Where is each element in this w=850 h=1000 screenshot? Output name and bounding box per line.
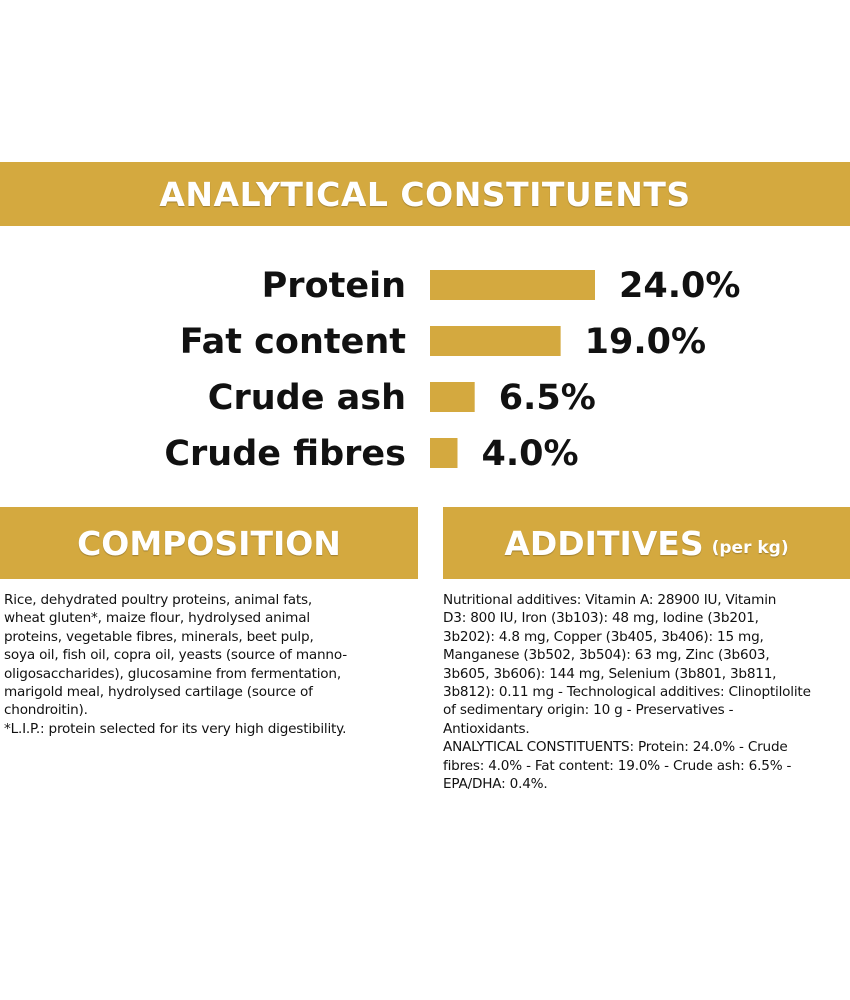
bar — [430, 382, 475, 412]
composition-banner: COMPOSITION — [0, 507, 418, 579]
composition-title: COMPOSITION — [77, 523, 341, 563]
composition-text: Rice, dehydrated poultry proteins, anima… — [4, 591, 414, 738]
composition-line: wheat gluten*, maize flour, hydrolysed a… — [4, 610, 310, 627]
category-label: Protein — [262, 266, 406, 306]
additives-line: EPA/DHA: 0.4%. — [443, 776, 548, 793]
additives-banner: ADDITIVES (per kg) — [443, 507, 850, 579]
value-label: 24.0% — [619, 266, 740, 306]
composition-line: proteins, vegetable fibres, minerals, be… — [4, 628, 314, 645]
composition-line: oligosaccharides), glucosamine from ferm… — [4, 665, 341, 682]
category-label: Fat content — [180, 322, 406, 362]
additives-line: of sedimentary origin: 10 g - Preservati… — [443, 702, 734, 719]
additives-line: fibres: 4.0% - Fat content: 19.0% - Crud… — [443, 757, 792, 774]
additives-line: Manganese (3b502, 3b504): 63 mg, Zinc (3… — [443, 647, 770, 664]
bar — [430, 326, 561, 356]
composition-line: chondroitin). — [4, 702, 88, 719]
bar — [430, 270, 595, 300]
analytical-constituents-chart: Protein 24.0% Fat content 19.0% Crude ash 6.5… — [164, 266, 740, 474]
composition-line: soya oil, fish oil, copra oil, yeasts (s… — [4, 647, 347, 664]
bar — [430, 438, 458, 468]
analytical-constituents-banner: ANALYTICAL CONSTITUENTS — [0, 162, 850, 226]
composition-line: *L.I.P.: protein selected for its very h… — [4, 720, 347, 737]
additives-line: 3b812): 0.11 mg - Technological additive… — [443, 684, 811, 701]
category-label: Crude fibres — [164, 434, 406, 474]
category-label: Crude ash — [208, 378, 406, 418]
additives-line: Antioxidants. — [443, 720, 530, 737]
additives-text: Nutritional additives: Vitamin A: 28900 … — [443, 591, 850, 793]
additives-title: ADDITIVES — [504, 523, 704, 563]
additives-line: Nutritional additives: Vitamin A: 28900 … — [443, 592, 777, 608]
composition-line: Rice, dehydrated poultry proteins, anima… — [4, 592, 313, 608]
additives-line: D3: 800 IU, Iron (3b103): 48 mg, Iodine … — [443, 610, 759, 627]
value-label: 6.5% — [499, 378, 596, 418]
value-label: 4.0% — [482, 434, 579, 474]
additives-line: 3b202): 4.8 mg, Copper (3b405, 3b406): 1… — [443, 628, 764, 645]
additives-line: ANALYTICAL CONSTITUENTS: Protein: 24.0% … — [443, 739, 788, 756]
analytical-constituents-title: ANALYTICAL CONSTITUENTS — [159, 174, 691, 214]
additives-title-suffix: (per kg) — [711, 538, 789, 558]
composition-line: marigold meal, hydrolysed cartilage (sou… — [4, 684, 313, 701]
additives-line: 3b605, 3b606): 144 mg, Selenium (3b801, … — [443, 665, 777, 682]
value-label: 19.0% — [585, 322, 706, 362]
